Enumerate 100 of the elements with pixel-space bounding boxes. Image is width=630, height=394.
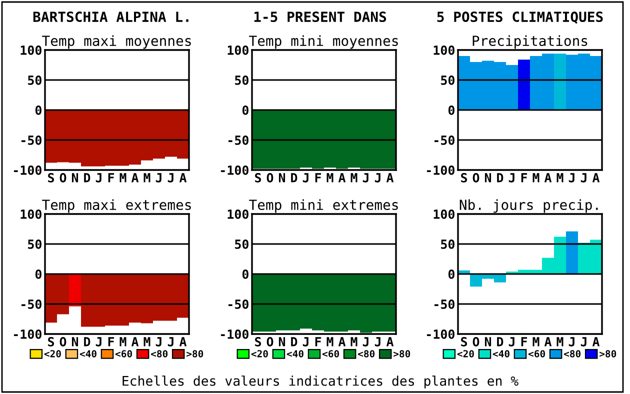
x-tick-label: A — [131, 337, 139, 346]
x-tick-label: N — [484, 173, 492, 182]
x-tick-label: M — [350, 173, 358, 182]
legend-label: <80 — [564, 350, 581, 358]
x-tick-label: D — [497, 173, 504, 182]
x-tick-label: F — [315, 337, 322, 346]
x-tick-label: M — [532, 173, 540, 182]
x-tick-label: M — [556, 173, 564, 182]
y-tick-label: -100 — [426, 329, 454, 339]
x-tick-label: J — [508, 337, 514, 346]
x-tick-label: M — [120, 173, 126, 182]
x-tick-label: S — [461, 337, 468, 346]
y-tick-label: 100 — [228, 45, 248, 55]
chart-title: Precipitations — [472, 35, 588, 49]
y-tick-label: 100 — [228, 209, 248, 219]
text: 5 POSTES CLIMATIQUES — [437, 12, 603, 24]
chart-title: Nb. jours precip. — [460, 199, 598, 213]
y-tick-label: 50 — [441, 239, 454, 249]
x-tick-label: N — [72, 173, 78, 182]
x-tick-label: M — [350, 337, 358, 346]
x-tick-label: J — [580, 337, 586, 346]
x-tick-label: J — [580, 173, 586, 182]
x-tick-label: N — [484, 337, 492, 346]
legend-label: <40 — [286, 350, 304, 358]
legend-label: >80 — [394, 350, 410, 358]
x-tick-label: D — [291, 173, 298, 182]
x-tick-label: F — [108, 173, 114, 182]
x-tick-label: M — [120, 337, 126, 346]
x-tick-label: F — [521, 173, 528, 182]
text: Echelles des valeurs indicatrices des plantes en % — [122, 376, 518, 388]
x-tick-label: S — [48, 173, 54, 182]
legend-label: <60 — [528, 350, 545, 358]
legend-label: <80 — [150, 350, 168, 358]
x-tick-label: D — [84, 173, 90, 182]
y-tick-label: 100 — [20, 45, 42, 55]
y-tick-label: -100 — [220, 165, 248, 175]
x-tick-label: J — [168, 337, 174, 346]
y-tick-label: 50 — [235, 75, 248, 85]
y-tick-label: 100 — [434, 209, 454, 219]
y-tick-label: -50 — [21, 299, 42, 309]
x-tick-label: A — [592, 337, 600, 346]
x-tick-label: J — [302, 173, 308, 182]
x-tick-label: S — [255, 337, 262, 346]
legend-label: >80 — [186, 350, 204, 358]
legend-label: <60 — [322, 350, 339, 358]
chart-title: Temp maxi extremes — [42, 199, 191, 213]
y-tick-label: 100 — [20, 209, 42, 219]
y-tick-label: 0 — [242, 269, 248, 279]
legend-label: <80 — [358, 350, 375, 358]
y-tick-label: 0 — [35, 105, 42, 115]
y-tick-label: 50 — [28, 75, 42, 85]
y-tick-label: -50 — [228, 299, 248, 309]
y-tick-label: 50 — [235, 239, 248, 249]
x-tick-label: A — [131, 173, 139, 182]
legend-label: <60 — [115, 350, 132, 358]
x-tick-label: J — [568, 173, 574, 182]
x-tick-label: D — [497, 337, 504, 346]
x-tick-label: J — [374, 173, 380, 182]
y-tick-label: -100 — [14, 165, 42, 175]
y-tick-label: -50 — [21, 135, 42, 145]
x-tick-label: O — [266, 173, 274, 182]
text: BARTSCHIA ALPINA L. — [33, 12, 188, 22]
legend-label: >80 — [600, 350, 616, 358]
x-tick-label: O — [60, 337, 66, 346]
y-tick-label: -100 — [220, 329, 248, 339]
x-tick-label: N — [72, 337, 78, 346]
y-tick-label: 50 — [441, 75, 454, 85]
y-tick-label: 0 — [448, 269, 454, 279]
y-tick-label: 0 — [242, 105, 248, 115]
x-tick-label: A — [338, 173, 346, 182]
x-tick-label: O — [472, 337, 480, 346]
x-tick-label: A — [179, 173, 187, 182]
legend-label: <40 — [80, 350, 96, 358]
x-tick-label: M — [144, 337, 150, 346]
x-tick-label: M — [326, 173, 334, 182]
x-tick-label: O — [266, 337, 274, 346]
x-tick-label: J — [568, 337, 574, 346]
x-tick-label: A — [386, 337, 394, 346]
x-tick-label: M — [326, 337, 334, 346]
x-tick-label: F — [108, 337, 114, 346]
chart-title: Temp mini extremes — [249, 199, 398, 213]
x-tick-label: A — [544, 173, 552, 182]
x-tick-label: J — [156, 173, 162, 182]
x-tick-label: A — [592, 173, 600, 182]
y-tick-label: 100 — [434, 45, 454, 55]
x-tick-label: J — [168, 173, 174, 182]
legend-label: <20 — [251, 350, 268, 358]
x-tick-label: F — [315, 173, 322, 182]
x-tick-label: J — [302, 337, 308, 346]
x-tick-label: N — [278, 337, 286, 346]
x-tick-label: J — [362, 173, 368, 182]
x-tick-label: O — [60, 173, 66, 182]
text: 1-5 PRESENT DANS — [254, 12, 386, 22]
legend-label: <40 — [492, 350, 510, 358]
x-tick-label: D — [291, 337, 298, 346]
x-tick-label: S — [48, 337, 54, 346]
x-tick-label: J — [362, 337, 368, 346]
x-tick-label: M — [532, 337, 540, 346]
x-tick-label: J — [374, 337, 380, 346]
y-tick-label: 0 — [35, 269, 42, 279]
